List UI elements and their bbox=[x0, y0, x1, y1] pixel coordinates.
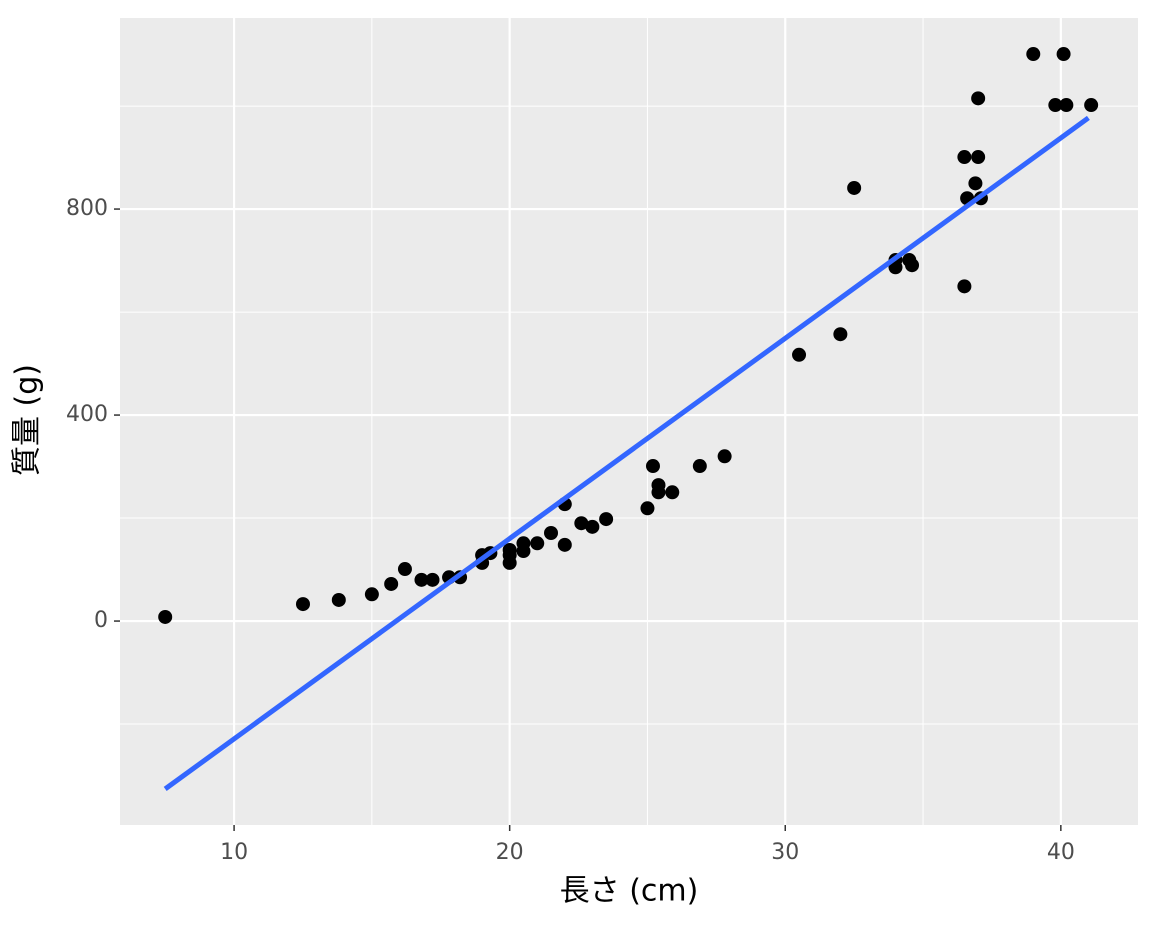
point bbox=[574, 516, 589, 531]
point bbox=[364, 587, 379, 602]
x-axis-title: 長さ (cm) bbox=[560, 874, 699, 909]
point bbox=[640, 501, 655, 516]
point bbox=[599, 512, 614, 527]
point bbox=[516, 536, 531, 551]
x-tick-label: 20 bbox=[496, 840, 524, 865]
point bbox=[665, 485, 680, 500]
y-tick-label: 0 bbox=[94, 608, 108, 633]
point bbox=[692, 459, 707, 474]
point bbox=[544, 525, 559, 540]
point bbox=[414, 572, 429, 587]
point bbox=[425, 572, 440, 587]
point bbox=[971, 91, 986, 106]
point bbox=[397, 562, 412, 577]
point bbox=[651, 485, 666, 500]
point bbox=[792, 347, 807, 362]
point bbox=[847, 180, 862, 195]
y-tick-label: 400 bbox=[66, 402, 108, 427]
point bbox=[331, 592, 346, 607]
y-axis-title: 質量 (g) bbox=[10, 364, 45, 476]
point bbox=[1084, 98, 1099, 113]
point bbox=[384, 576, 399, 591]
regression-line bbox=[163, 115, 1090, 791]
plot-panel bbox=[120, 18, 1138, 825]
point bbox=[530, 536, 545, 551]
point bbox=[1059, 98, 1074, 113]
point bbox=[1056, 47, 1071, 62]
point bbox=[502, 548, 517, 563]
y-tick-label: 800 bbox=[66, 196, 108, 221]
point bbox=[295, 597, 310, 612]
point bbox=[1026, 47, 1041, 62]
point bbox=[645, 459, 660, 474]
x-tick-label: 10 bbox=[220, 840, 248, 865]
point bbox=[1048, 98, 1063, 113]
point bbox=[957, 150, 972, 165]
point bbox=[717, 449, 732, 464]
point bbox=[557, 537, 572, 552]
point bbox=[957, 279, 972, 294]
point bbox=[833, 327, 848, 342]
point bbox=[585, 519, 600, 534]
x-tick-label: 30 bbox=[771, 840, 799, 865]
x-tick-label: 40 bbox=[1047, 840, 1075, 865]
point bbox=[971, 150, 986, 165]
point bbox=[905, 258, 920, 273]
point bbox=[158, 609, 173, 624]
point bbox=[968, 176, 983, 191]
